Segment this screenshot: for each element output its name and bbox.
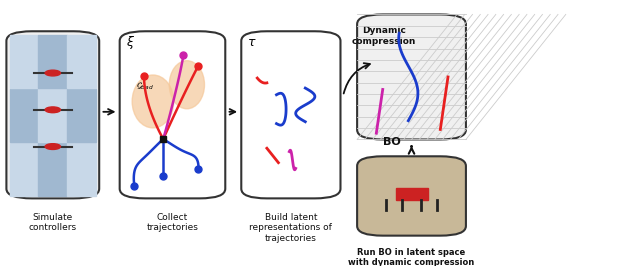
FancyBboxPatch shape bbox=[357, 14, 466, 139]
FancyBboxPatch shape bbox=[120, 31, 225, 198]
Ellipse shape bbox=[169, 61, 205, 109]
Text: Run BO in latent space
with dynamic compression: Run BO in latent space with dynamic comp… bbox=[348, 248, 475, 266]
Text: Dynamic
compression: Dynamic compression bbox=[352, 26, 416, 46]
FancyBboxPatch shape bbox=[357, 156, 466, 236]
Text: BO: BO bbox=[383, 137, 401, 147]
Circle shape bbox=[45, 70, 60, 76]
Ellipse shape bbox=[132, 75, 174, 128]
Bar bbox=[396, 188, 428, 200]
Bar bbox=[38, 89, 67, 142]
Text: Simulate
controllers: Simulate controllers bbox=[29, 213, 77, 232]
Bar bbox=[38, 35, 67, 88]
Text: Collect
trajectories: Collect trajectories bbox=[147, 213, 198, 232]
Circle shape bbox=[45, 144, 60, 149]
Text: Build latent
representations of
trajectories: Build latent representations of trajecto… bbox=[250, 213, 332, 243]
Bar bbox=[67, 143, 96, 196]
Text: ξ: ξ bbox=[126, 36, 133, 49]
Text: τ: τ bbox=[248, 36, 255, 49]
Circle shape bbox=[45, 107, 60, 113]
FancyBboxPatch shape bbox=[241, 31, 340, 198]
FancyBboxPatch shape bbox=[6, 31, 99, 198]
Bar bbox=[38, 143, 67, 196]
Bar bbox=[10, 35, 38, 88]
Bar bbox=[67, 35, 96, 88]
Bar bbox=[10, 89, 38, 142]
Bar bbox=[67, 89, 96, 142]
Text: $\mathcal{G}_{bad}$: $\mathcal{G}_{bad}$ bbox=[136, 81, 154, 92]
Bar bbox=[10, 143, 38, 196]
